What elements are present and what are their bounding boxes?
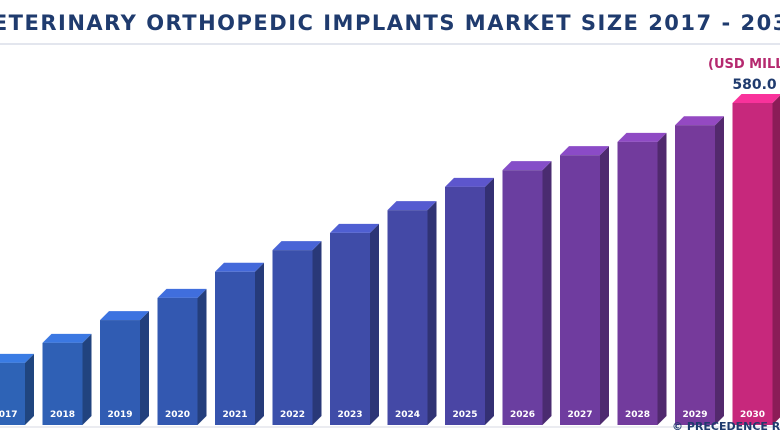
x-tick-label: 2025 — [452, 410, 477, 420]
source: © PRECEDENCE RESE — [672, 420, 780, 433]
bar-side — [197, 288, 207, 425]
bar-top — [675, 116, 724, 126]
bar-top — [560, 146, 609, 156]
bar-side — [370, 223, 379, 425]
x-tick-label: 2019 — [107, 410, 132, 420]
bar-top — [272, 241, 322, 251]
x-tick-label: 2022 — [280, 410, 305, 420]
bar-side — [82, 333, 92, 425]
bar — [617, 141, 658, 426]
bar — [100, 320, 140, 425]
bar-top — [157, 288, 207, 298]
bar-side — [140, 311, 149, 425]
bar-side — [772, 95, 780, 425]
x-tick-label: 2029 — [682, 410, 707, 420]
bar-side — [255, 262, 264, 425]
bar-top — [100, 311, 149, 321]
bar — [215, 271, 255, 425]
bar-side — [25, 353, 34, 425]
bar-side — [657, 132, 667, 426]
x-tick-label: 2027 — [567, 410, 592, 420]
bar-top — [617, 132, 667, 142]
x-tick-label: 2024 — [395, 410, 420, 420]
x-tick-label: 2021 — [222, 410, 247, 420]
bar-top — [42, 333, 92, 343]
x-tick-label: 2030 — [740, 410, 765, 420]
bar — [387, 210, 428, 425]
bar-side — [312, 241, 322, 425]
x-tick-label: 2028 — [625, 410, 650, 420]
bar — [157, 297, 198, 425]
unit-note: (USD MILLIO — [708, 57, 780, 72]
bar-top — [215, 262, 264, 272]
bar — [502, 170, 543, 425]
bar-side — [715, 116, 724, 425]
bar — [272, 250, 313, 425]
bar-top — [387, 201, 437, 211]
bar — [732, 103, 773, 425]
bar — [560, 155, 600, 425]
bar-top — [502, 161, 552, 171]
bar-side — [427, 201, 437, 425]
title-band — [0, 0, 780, 46]
bar-top — [445, 177, 494, 187]
bar-side — [600, 146, 609, 425]
bar-top — [732, 94, 780, 103]
x-tick-label: 2026 — [510, 410, 535, 420]
bar — [445, 186, 485, 425]
x-tick-label: 2020 — [165, 410, 190, 420]
bar-side — [485, 177, 494, 425]
bar-top — [0, 353, 34, 363]
x-tick-label: 2017 — [0, 410, 18, 420]
bar-top — [330, 223, 379, 233]
bar-side — [542, 161, 552, 426]
value-label: 580.0 — [732, 77, 777, 93]
x-tick-label: 2023 — [337, 410, 362, 420]
bar — [675, 125, 715, 425]
bar — [42, 342, 83, 425]
chart-title: VETERINARY ORTHOPEDIC IMPLANTS MARKET SI… — [0, 11, 780, 35]
bar — [0, 362, 25, 425]
bar — [330, 232, 370, 425]
x-tick-label: 2018 — [50, 410, 75, 420]
